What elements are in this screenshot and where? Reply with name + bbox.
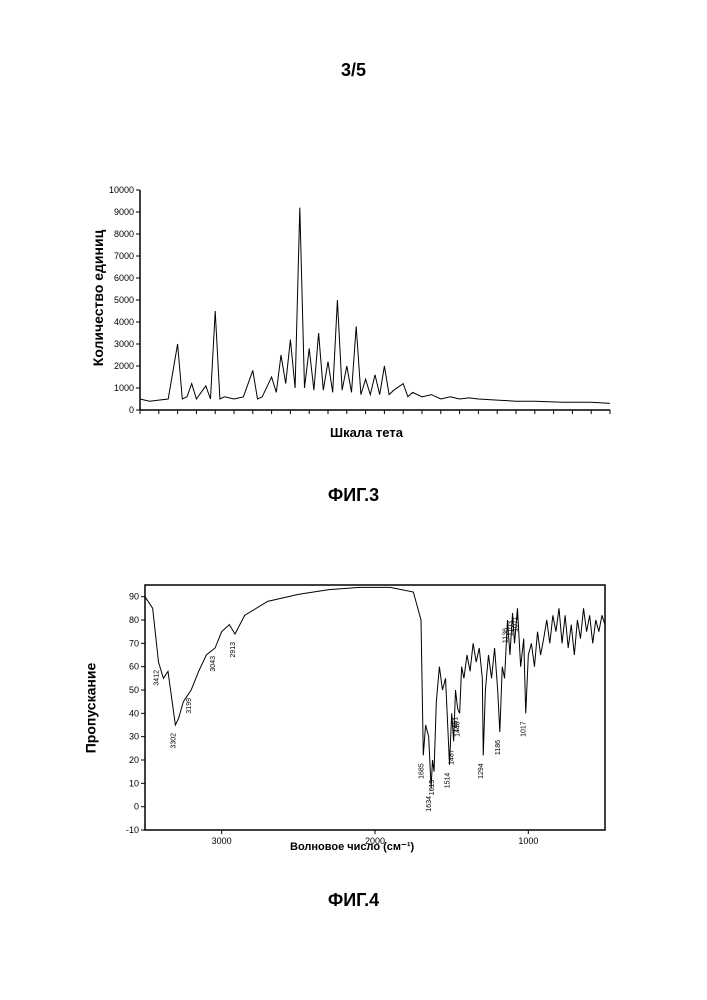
fig4-y-label: Пропускание [82,663,98,754]
svg-text:1000: 1000 [518,836,538,846]
svg-text:8000: 8000 [114,229,134,239]
xrd-chart: Количество единиц 0100020003000400050006… [100,180,620,440]
svg-text:1186: 1186 [495,740,502,755]
fig3-svg: 0 1000 2000 3000 4000 5000 6000 7000 8000 9000 100… [100,180,620,440]
svg-text:90: 90 [129,592,139,602]
svg-text:1071: 1071 [512,616,519,632]
svg-text:50: 50 [129,685,139,695]
svg-text:60: 60 [129,662,139,672]
svg-text:0: 0 [134,802,139,812]
ir-chart: Пропускание -100102030405060708090300020… [100,570,620,860]
svg-text:3412: 3412 [153,670,160,686]
svg-text:3000: 3000 [212,836,232,846]
svg-text:1448: 1448 [455,721,462,737]
fig3-x-label: Шкала тета [330,425,403,440]
svg-text:0: 0 [129,405,134,415]
svg-text:2913: 2913 [230,642,237,658]
fig3-caption: ФИГ.3 [328,485,379,506]
svg-text:80: 80 [129,615,139,625]
svg-text:10000: 10000 [109,185,134,195]
svg-text:40: 40 [129,708,139,718]
svg-text:20: 20 [129,755,139,765]
svg-text:30: 30 [129,732,139,742]
svg-text:1514: 1514 [445,773,452,789]
svg-text:1294: 1294 [478,763,485,779]
svg-text:70: 70 [129,638,139,648]
svg-text:1017: 1017 [521,721,528,737]
svg-text:1685: 1685 [418,763,425,779]
svg-text:1615: 1615 [429,780,436,796]
fig4-caption: ФИГ.4 [328,890,379,911]
svg-text:7000: 7000 [114,251,134,261]
svg-text:6000: 6000 [114,273,134,283]
svg-text:1000: 1000 [114,383,134,393]
page-number: 3/5 [341,60,366,81]
fig4-x-label: Волновое число (см⁻¹) [290,840,414,853]
svg-text:4000: 4000 [114,317,134,327]
svg-text:2000: 2000 [114,361,134,371]
svg-text:5000: 5000 [114,295,134,305]
svg-text:-10: -10 [126,825,139,835]
svg-text:3000: 3000 [114,339,134,349]
svg-text:9000: 9000 [114,207,134,217]
fig4-svg: -100102030405060708090300020001000341233… [100,570,620,860]
svg-text:3043: 3043 [210,656,217,672]
svg-text:1487: 1487 [449,749,456,765]
svg-text:10: 10 [129,778,139,788]
svg-text:3302: 3302 [170,733,177,749]
svg-text:1634: 1634 [426,796,433,812]
svg-text:3199: 3199 [186,698,193,714]
fig3-y-label: Количество единиц [90,230,106,366]
